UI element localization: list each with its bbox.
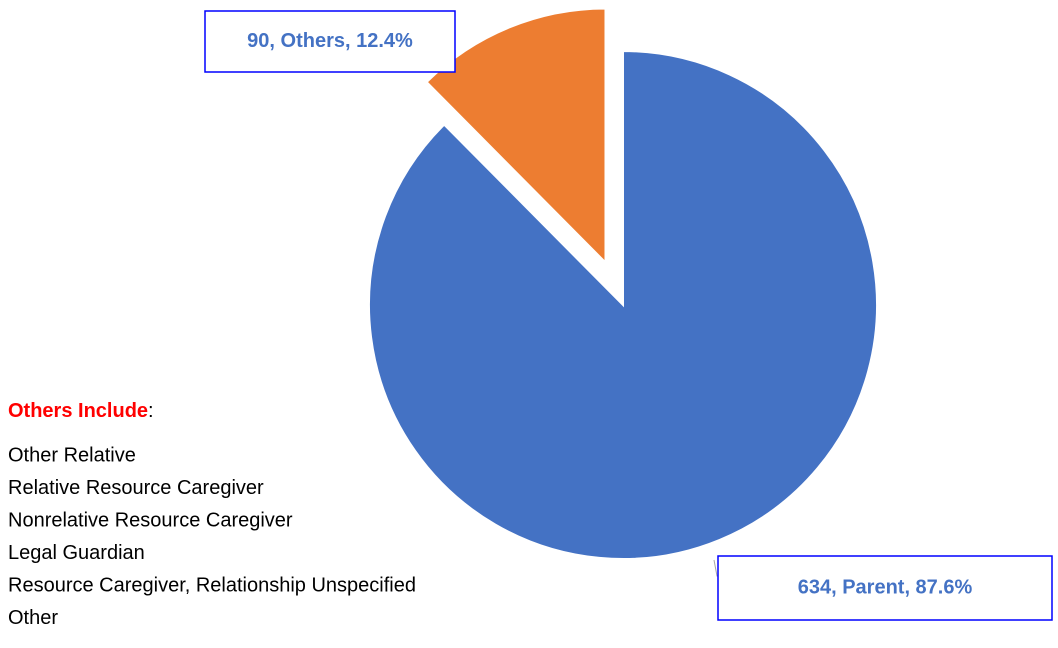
note-item: Nonrelative Resource Caregiver (8, 509, 293, 531)
note-item: Legal Guardian (8, 542, 145, 564)
note-heading: Others Include: (8, 400, 154, 422)
note-item: Other (8, 607, 58, 629)
pie-slice (368, 49, 878, 560)
note-item: Resource Caregiver, Relationship Unspeci… (8, 574, 416, 596)
note-separator: : (148, 400, 154, 422)
data-label: 634, Parent, 87.6% (798, 576, 973, 598)
label-box (717, 555, 1053, 621)
data-label: 90, Others, 12.4% (247, 30, 413, 52)
label-box (204, 10, 456, 73)
note-item: Other Relative (8, 444, 136, 466)
note-title: Others Include (8, 400, 148, 422)
note-item: Relative Resource Caregiver (8, 477, 264, 499)
